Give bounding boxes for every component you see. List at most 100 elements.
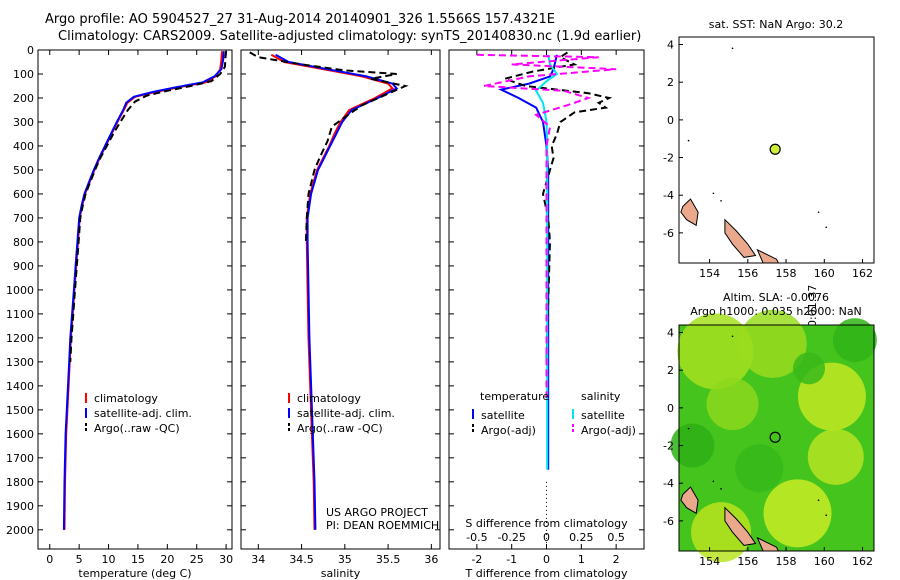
temperature-series-1	[62, 51, 225, 530]
temperature-xtick-label: 10	[102, 553, 116, 566]
sst-map-islet	[817, 211, 820, 213]
depth-tick-label: 900	[13, 260, 34, 273]
sst-map-islet	[712, 192, 715, 195]
sst-map-frame	[678, 36, 875, 264]
sst-map-islet	[825, 226, 828, 229]
sst-map-ytick-label: 2	[667, 76, 674, 89]
sla-patch	[691, 502, 752, 563]
sla-patch	[677, 313, 754, 390]
sst-map-argo-marker	[769, 143, 781, 155]
sla-patch	[763, 479, 832, 548]
difference-xtick-label: -2	[471, 553, 482, 566]
sla-map-title: Altim. SLA: -0.0076	[723, 291, 829, 304]
sst-map-islet	[720, 200, 722, 202]
difference-xtick2-label: 0	[543, 531, 550, 544]
difference-legend-entry: satellite	[581, 409, 625, 422]
sst-map-ytick-label: 4	[667, 39, 674, 52]
salinity-xtick-label: 34	[251, 553, 265, 566]
depth-tick-label: 1600	[6, 428, 34, 441]
sla-map-ytick-label: 2	[667, 364, 674, 377]
salinity-xlabel: salinity	[321, 567, 361, 580]
difference-xtick2-label: -0.25	[497, 531, 525, 544]
sla-map-xtick-label: 160	[814, 555, 835, 568]
title-line-2: Climatology: CARS2009. Satellite-adjuste…	[58, 29, 642, 44]
sla-patch	[735, 444, 784, 493]
difference-legend-entry: Argo(-adj)	[581, 424, 636, 437]
sla-map-ytick-label: 0	[667, 402, 674, 415]
difference-xtick2-label: -0.5	[466, 531, 487, 544]
depth-tick-label: 0	[27, 44, 34, 57]
sla-patch	[793, 352, 825, 385]
salinity-series-1	[275, 53, 399, 530]
difference-legend-entry: Argo(-adj)	[481, 424, 536, 437]
sla-map-island-0	[680, 486, 699, 515]
salinity-plot-frame	[240, 49, 441, 550]
sla-map-islet	[712, 480, 715, 483]
temperature-legend-entry: satellite-adj. clim.	[94, 407, 192, 420]
difference-xlabel: T difference from climatology	[465, 567, 628, 580]
salinity-xtick-label: 34.5	[289, 553, 314, 566]
difference-xtick2-label: 0.25	[569, 531, 594, 544]
sst-map-islet	[731, 47, 734, 50]
sst-map-xtick-label: 160	[814, 267, 835, 280]
depth-tick-label: 1900	[6, 500, 34, 513]
sla-map-xtick-label: 154	[699, 555, 720, 568]
sst-map-xtick-label: 158	[776, 267, 797, 280]
temperature-series-2	[69, 51, 228, 362]
difference-series-3	[476, 53, 617, 398]
sla-map-xtick-label: 156	[737, 555, 758, 568]
salinity-annotation: PI: DEAN ROEMMICH	[326, 519, 439, 532]
depth-tick-label: 800	[13, 236, 34, 249]
salinity-legend-entry: satellite-adj. clim.	[297, 407, 395, 420]
sla-map-islet	[825, 514, 828, 517]
sla-patch	[807, 428, 864, 485]
sla-map-islet	[817, 499, 820, 501]
depth-tick-label: 500	[13, 164, 34, 177]
sla-map-islet	[720, 488, 722, 490]
depth-tick-label: 200	[13, 92, 34, 105]
temperature-xtick-label: 25	[190, 553, 204, 566]
salinity-legend-entry: Argo(..raw -QC)	[297, 422, 383, 435]
depth-tick-label: 1200	[6, 332, 34, 345]
sla-map-islet	[731, 335, 734, 338]
depth-tick-label: 1500	[6, 404, 34, 417]
sla-map-frame	[678, 324, 875, 552]
sst-map-islet	[687, 139, 690, 142]
sla-map-island-1	[724, 506, 757, 546]
depth-tick-label: 1400	[6, 380, 34, 393]
temperature-xtick-label: 5	[76, 553, 83, 566]
temperature-xtick-label: 20	[160, 553, 174, 566]
temperature-xlabel: temperature (deg C)	[78, 567, 191, 580]
depth-tick-label: 2000	[6, 524, 34, 537]
sla-map-ytick-label: -6	[663, 515, 674, 528]
sst-map-island-1	[724, 218, 757, 258]
difference-xtick-label: 2	[613, 553, 620, 566]
sst-map-ytick-label: 0	[667, 114, 674, 127]
sla-map-islet	[687, 427, 690, 430]
depth-tick-label: 1300	[6, 356, 34, 369]
sla-map-ytick-label: -2	[663, 440, 674, 453]
salinity-xtick-label: 35.5	[376, 553, 401, 566]
salinity-xtick-label: 35	[338, 553, 352, 566]
temperature-xtick-label: 0	[46, 553, 53, 566]
depth-tick-label: 1800	[6, 476, 34, 489]
sla-map-xtick-label: 158	[776, 555, 797, 568]
salinity-legend-entry: climatology	[297, 392, 361, 405]
sst-map-xtick-label: 162	[852, 267, 873, 280]
salinity-series-2	[249, 51, 409, 242]
temperature-legend-entry: climatology	[94, 392, 158, 405]
depth-tick-label: 700	[13, 212, 34, 225]
sst-map-xtick-label: 154	[699, 267, 720, 280]
depth-tick-label: 300	[13, 116, 34, 129]
sla-patch	[670, 423, 715, 468]
difference-xlabel2: S difference from climatology	[465, 517, 628, 530]
sst-map-ytick-label: -4	[663, 189, 674, 202]
sst-map-island-0	[680, 198, 699, 227]
sla-map-ytick-label: -4	[663, 477, 674, 490]
temperature-plot-frame	[37, 49, 233, 550]
sla-map-xtick-label: 162	[852, 555, 873, 568]
depth-tick-label: 1700	[6, 452, 34, 465]
title-line-1: Argo profile: AO 5904527_27 31-Aug-2014 …	[45, 12, 555, 27]
depth-tick-label: 1000	[6, 284, 34, 297]
